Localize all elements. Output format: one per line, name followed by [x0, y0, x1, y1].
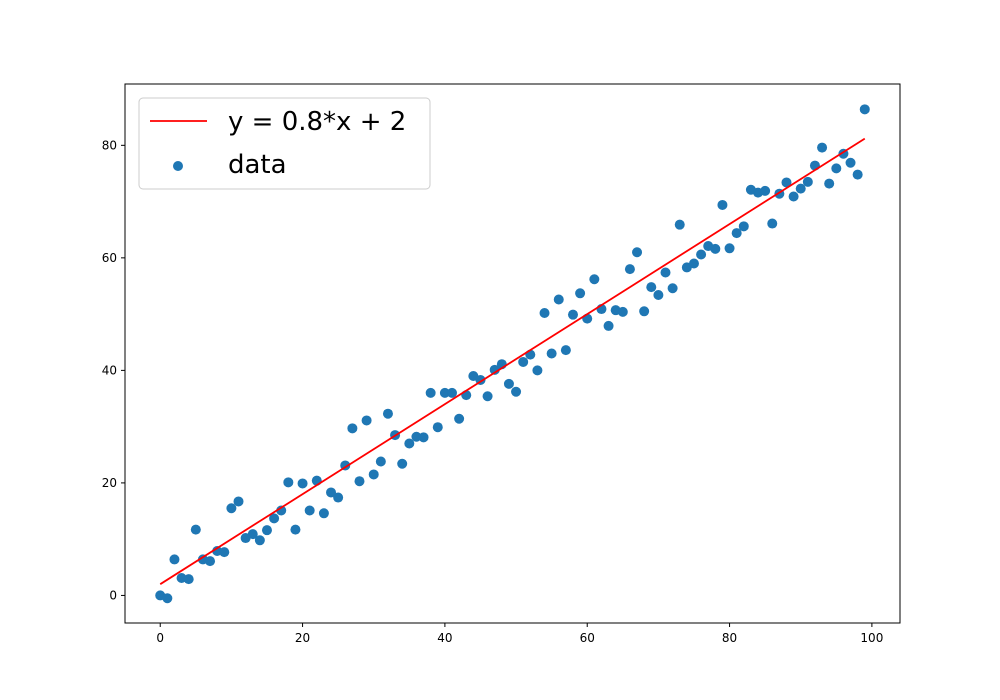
data-point	[333, 492, 344, 503]
data-point	[454, 413, 465, 424]
data-point	[190, 524, 201, 535]
data-point	[432, 422, 443, 433]
data-point	[226, 503, 237, 514]
data-point	[831, 163, 842, 174]
data-point	[617, 306, 628, 317]
data-point	[247, 529, 258, 540]
x-tick-label: 40	[437, 631, 452, 645]
x-tick-label: 100	[860, 631, 883, 645]
data-point	[767, 218, 778, 229]
data-point	[646, 282, 657, 293]
data-point	[283, 477, 294, 488]
legend-label-fit-line: y = 0.8*x + 2	[228, 107, 406, 137]
data-point	[688, 258, 699, 269]
y-tick-label: 20	[102, 476, 117, 490]
plot-frame	[124, 83, 901, 624]
data-point	[553, 294, 564, 305]
data-point	[489, 364, 500, 375]
data-point	[653, 289, 664, 300]
data-point	[802, 176, 813, 187]
data-point	[511, 386, 522, 397]
data-point	[219, 547, 230, 558]
data-point	[731, 228, 742, 239]
data-point	[632, 247, 643, 258]
data-point	[347, 423, 358, 434]
data-point	[518, 356, 529, 367]
data-point	[261, 525, 272, 536]
data-point	[482, 391, 493, 402]
data-point	[425, 387, 436, 398]
x-tick-label: 0	[156, 631, 164, 645]
data-point	[696, 249, 707, 260]
data-point	[290, 524, 301, 535]
data-point	[859, 104, 870, 115]
data-point	[503, 378, 514, 389]
data-point	[660, 267, 671, 278]
data-point	[254, 535, 265, 546]
data-point	[546, 348, 557, 359]
data-point	[354, 476, 365, 487]
data-point	[233, 496, 244, 507]
data-point	[781, 177, 792, 188]
data-point	[269, 513, 280, 524]
data-point	[845, 157, 856, 168]
data-point	[667, 283, 678, 294]
data-point	[318, 508, 329, 519]
data-point	[304, 505, 315, 516]
data-point	[205, 556, 216, 567]
series-layer	[155, 104, 870, 604]
y-axis-ticks: 0 20 40 60 80	[102, 138, 125, 602]
data-point	[575, 288, 586, 299]
data-point	[411, 431, 422, 442]
data-point	[674, 219, 685, 230]
legend-marker-swatch	[173, 161, 183, 171]
data-point	[183, 574, 194, 585]
data-point	[795, 183, 806, 194]
data-point	[852, 169, 863, 180]
legend-box	[138, 97, 431, 190]
legend: y = 0.8*x + 2 data	[138, 97, 431, 190]
data-point	[738, 221, 749, 232]
x-tick-label: 60	[580, 631, 595, 645]
fit-line	[159, 137, 866, 585]
y-tick-label: 0	[109, 588, 117, 602]
y-tick-label: 40	[102, 363, 117, 377]
data-point	[169, 554, 180, 565]
data-point	[276, 505, 287, 516]
data-point	[717, 199, 728, 210]
data-point	[760, 185, 771, 196]
data-point	[539, 307, 550, 318]
data-point	[788, 191, 799, 202]
data-point	[162, 593, 173, 604]
data-point	[447, 387, 458, 398]
data-point	[368, 469, 379, 480]
data-point	[624, 264, 635, 275]
data-point	[824, 178, 835, 189]
data-point	[710, 243, 721, 254]
data-point	[589, 274, 600, 285]
data-point	[567, 309, 578, 320]
data-point	[375, 456, 386, 467]
y-tick-label: 60	[102, 251, 117, 265]
data-point	[560, 345, 571, 356]
data-point	[297, 478, 308, 489]
data-point	[724, 243, 735, 254]
data-point	[639, 306, 650, 317]
data-point	[361, 415, 372, 426]
data-point	[532, 365, 543, 376]
data-point	[439, 387, 450, 398]
y-tick-label: 80	[102, 138, 117, 152]
data-point	[382, 408, 393, 419]
x-axis-ticks: 0 20 40 60 80 100	[156, 623, 883, 645]
data-point	[817, 142, 828, 153]
data-point	[397, 458, 408, 469]
data-point	[418, 432, 429, 443]
x-tick-label: 20	[295, 631, 310, 645]
legend-label-data: data	[228, 150, 287, 180]
data-point	[326, 487, 337, 498]
data-point	[404, 438, 415, 449]
x-tick-label: 80	[722, 631, 737, 645]
data-point	[603, 320, 614, 331]
